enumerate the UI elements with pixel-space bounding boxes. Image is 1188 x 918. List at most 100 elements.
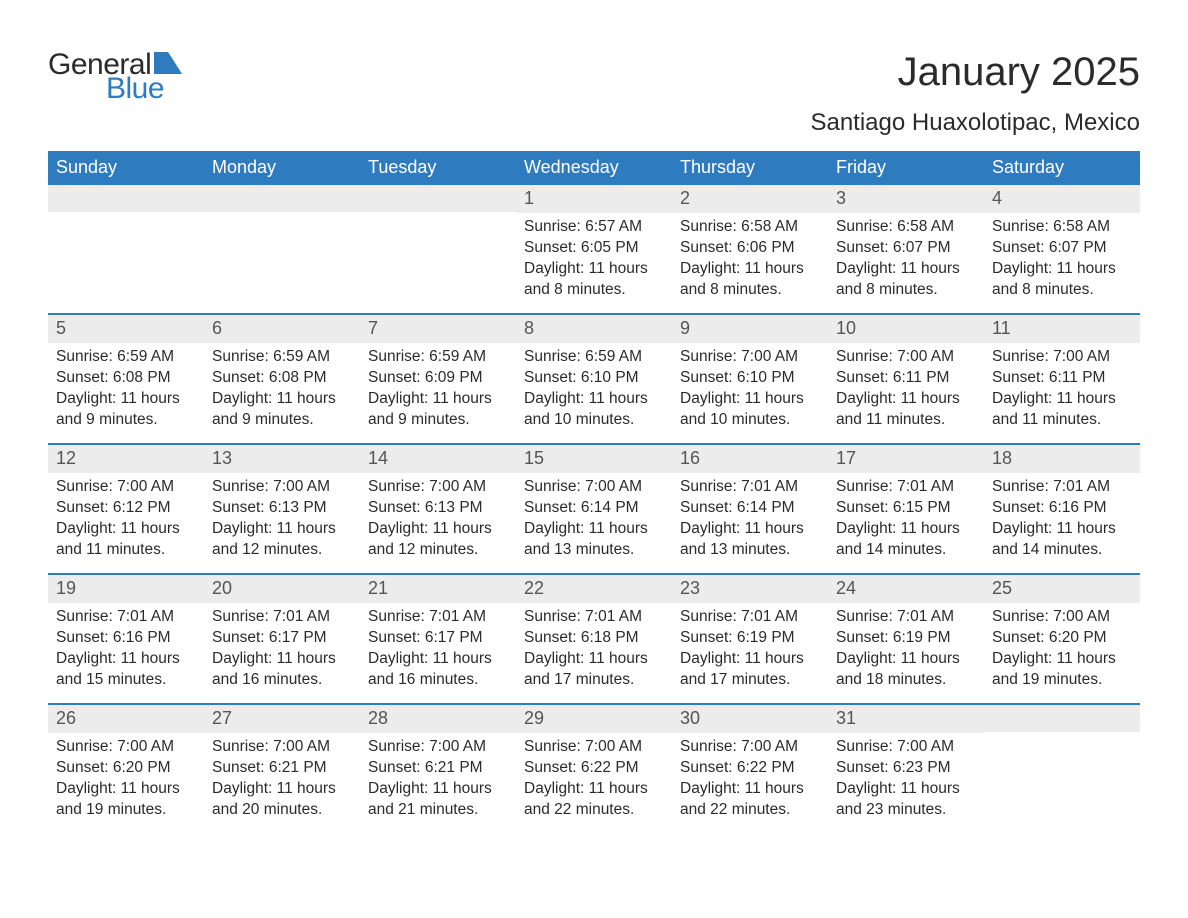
daylight-line: Daylight: 11 hours and 12 minutes. — [212, 519, 352, 561]
day-details: Sunrise: 7:00 AMSunset: 6:21 PMDaylight:… — [360, 733, 516, 829]
sunset-line: Sunset: 6:07 PM — [836, 238, 976, 259]
sunrise-line: Sunrise: 7:00 AM — [524, 737, 664, 758]
sunset-line: Sunset: 6:10 PM — [524, 368, 664, 389]
day-details: Sunrise: 7:01 AMSunset: 6:16 PMDaylight:… — [48, 603, 204, 699]
day-details: Sunrise: 6:59 AMSunset: 6:09 PMDaylight:… — [360, 343, 516, 439]
sunrise-line: Sunrise: 7:01 AM — [836, 477, 976, 498]
sunset-line: Sunset: 6:14 PM — [524, 498, 664, 519]
daylight-line: Daylight: 11 hours and 8 minutes. — [836, 259, 976, 301]
day-details: Sunrise: 7:00 AMSunset: 6:22 PMDaylight:… — [516, 733, 672, 829]
calendar-day: 1Sunrise: 6:57 AMSunset: 6:05 PMDaylight… — [516, 185, 672, 313]
weekday-header: Sunday — [48, 151, 204, 185]
day-number: 31 — [828, 705, 984, 733]
calendar-day: 18Sunrise: 7:01 AMSunset: 6:16 PMDayligh… — [984, 445, 1140, 573]
day-number: 28 — [360, 705, 516, 733]
calendar-day: 26Sunrise: 7:00 AMSunset: 6:20 PMDayligh… — [48, 705, 204, 833]
calendar-day: 28Sunrise: 7:00 AMSunset: 6:21 PMDayligh… — [360, 705, 516, 833]
sunrise-line: Sunrise: 6:57 AM — [524, 217, 664, 238]
calendar-week: 12Sunrise: 7:00 AMSunset: 6:12 PMDayligh… — [48, 443, 1140, 573]
sunrise-line: Sunrise: 6:59 AM — [56, 347, 196, 368]
daylight-line: Daylight: 11 hours and 14 minutes. — [992, 519, 1132, 561]
sunset-line: Sunset: 6:11 PM — [992, 368, 1132, 389]
sunset-line: Sunset: 6:22 PM — [680, 758, 820, 779]
calendar-week: 1 Sunrise: 6:57 AMSunset: 6:05 PM Daylight… — [48, 185, 1140, 313]
sunrise-line: Sunrise: 7:01 AM — [56, 607, 196, 628]
sunrise-line: Sunrise: 7:00 AM — [680, 347, 820, 368]
day-details: Sunrise: 6:59 AMSunset: 6:10 PMDaylight:… — [516, 343, 672, 439]
sunrise-line: Sunrise: 6:58 AM — [992, 217, 1132, 238]
calendar-day: 23Sunrise: 7:01 AMSunset: 6:19 PMDayligh… — [672, 575, 828, 703]
day-details: Sunrise: 7:00 AMSunset: 6:22 PMDaylight:… — [672, 733, 828, 829]
calendar-day: 4Sunrise: 6:58 AMSunset: 6:07 PMDaylight… — [984, 185, 1140, 313]
calendar-day: 6Sunrise: 6:59 AMSunset: 6:08 PMDaylight… — [204, 315, 360, 443]
sunset-line: Sunset: 6:21 PM — [368, 758, 508, 779]
weekday-header: Friday — [828, 151, 984, 185]
daylight-line: Daylight: 11 hours and 18 minutes. — [836, 649, 976, 691]
day-details: Sunrise: 7:00 AMSunset: 6:13 PMDaylight:… — [360, 473, 516, 569]
calendar-day: 14Sunrise: 7:00 AMSunset: 6:13 PMDayligh… — [360, 445, 516, 573]
day-details: Sunrise: 7:01 AMSunset: 6:19 PMDaylight:… — [672, 603, 828, 699]
daylight-line: Daylight: 11 hours and 22 minutes. — [524, 779, 664, 821]
calendar-day: 15Sunrise: 7:00 AMSunset: 6:14 PMDayligh… — [516, 445, 672, 573]
sunset-line: Sunset: 6:20 PM — [992, 628, 1132, 649]
day-details: Sunrise: 6:59 AMSunset: 6:08 PMDaylight:… — [48, 343, 204, 439]
day-number: 10 — [828, 315, 984, 343]
sunrise-line: Sunrise: 7:00 AM — [212, 737, 352, 758]
sunrise-line: Sunrise: 7:01 AM — [368, 607, 508, 628]
daylight-line: Daylight: 11 hours and 16 minutes. — [212, 649, 352, 691]
day-number: 12 — [48, 445, 204, 473]
calendar-day: 25Sunrise: 7:00 AMSunset: 6:20 PMDayligh… — [984, 575, 1140, 703]
daylight-line: Daylight: 11 hours and 10 minutes. — [524, 389, 664, 431]
calendar-day-empty — [48, 185, 204, 313]
day-details: Sunrise: 7:01 AMSunset: 6:18 PMDaylight:… — [516, 603, 672, 699]
day-number: 15 — [516, 445, 672, 473]
sunrise-line: Sunrise: 7:00 AM — [836, 737, 976, 758]
day-number: 9 — [672, 315, 828, 343]
daylight-line: Daylight: 11 hours and 15 minutes. — [56, 649, 196, 691]
sunset-line: Sunset: 6:19 PM — [836, 628, 976, 649]
calendar-day: 16Sunrise: 7:01 AMSunset: 6:14 PMDayligh… — [672, 445, 828, 573]
day-number — [48, 185, 204, 212]
day-details: Sunrise: 6:58 AMSunset: 6:07 PMDaylight:… — [984, 213, 1140, 309]
sunset-line: Sunset: 6:05 PM — [524, 238, 664, 259]
calendar-day: 22Sunrise: 7:01 AMSunset: 6:18 PMDayligh… — [516, 575, 672, 703]
day-number: 11 — [984, 315, 1140, 343]
calendar-week: 5Sunrise: 6:59 AMSunset: 6:08 PMDaylight… — [48, 313, 1140, 443]
day-number: 24 — [828, 575, 984, 603]
daylight-line: Daylight: 11 hours and 10 minutes. — [680, 389, 820, 431]
day-details: Sunrise: 7:00 AMSunset: 6:20 PMDaylight:… — [48, 733, 204, 829]
daylight-line: Daylight: 11 hours and 9 minutes. — [368, 389, 508, 431]
calendar-day: 31Sunrise: 7:00 AMSunset: 6:23 PMDayligh… — [828, 705, 984, 833]
sunrise-line: Sunrise: 7:01 AM — [524, 607, 664, 628]
day-number: 30 — [672, 705, 828, 733]
day-details: Sunrise: 7:00 AMSunset: 6:11 PMDaylight:… — [984, 343, 1140, 439]
day-details: Sunrise: 6:58 AMSunset: 6:07 PMDaylight:… — [828, 213, 984, 309]
day-number: 23 — [672, 575, 828, 603]
calendar-day: 13Sunrise: 7:00 AMSunset: 6:13 PMDayligh… — [204, 445, 360, 573]
day-number: 25 — [984, 575, 1140, 603]
calendar-day-empty — [984, 705, 1140, 833]
daylight-line: Daylight: 11 hours and 8 minutes. — [992, 259, 1132, 301]
day-number: 19 — [48, 575, 204, 603]
day-number: 26 — [48, 705, 204, 733]
daylight-line: Daylight: 11 hours and 11 minutes. — [56, 519, 196, 561]
sunset-line: Sunset: 6:10 PM — [680, 368, 820, 389]
sunset-line: Sunset: 6:20 PM — [56, 758, 196, 779]
daylight-line: Daylight: 11 hours and 14 minutes. — [836, 519, 976, 561]
day-number: 4 — [984, 185, 1140, 213]
weekday-header: Monday — [204, 151, 360, 185]
calendar-week: 26Sunrise: 7:00 AMSunset: 6:20 PMDayligh… — [48, 703, 1140, 833]
daylight-line: Daylight: 11 hours and 23 minutes. — [836, 779, 976, 821]
day-number — [984, 705, 1140, 732]
sunrise-line: Sunrise: 7:01 AM — [836, 607, 976, 628]
calendar-day: 5Sunrise: 6:59 AMSunset: 6:08 PMDaylight… — [48, 315, 204, 443]
day-number: 1 — [516, 185, 672, 213]
calendar-day-empty — [360, 185, 516, 313]
calendar-day: 2Sunrise: 6:58 AMSunset: 6:06 PMDaylight… — [672, 185, 828, 313]
calendar-day: 3Sunrise: 6:58 AMSunset: 6:07 PMDaylight… — [828, 185, 984, 313]
day-details: Sunrise: 7:01 AMSunset: 6:17 PMDaylight:… — [204, 603, 360, 699]
calendar-day: 21Sunrise: 7:01 AMSunset: 6:17 PMDayligh… — [360, 575, 516, 703]
sunset-line: Sunset: 6:14 PM — [680, 498, 820, 519]
weekday-header: Thursday — [672, 151, 828, 185]
sunset-line: Sunset: 6:18 PM — [524, 628, 664, 649]
